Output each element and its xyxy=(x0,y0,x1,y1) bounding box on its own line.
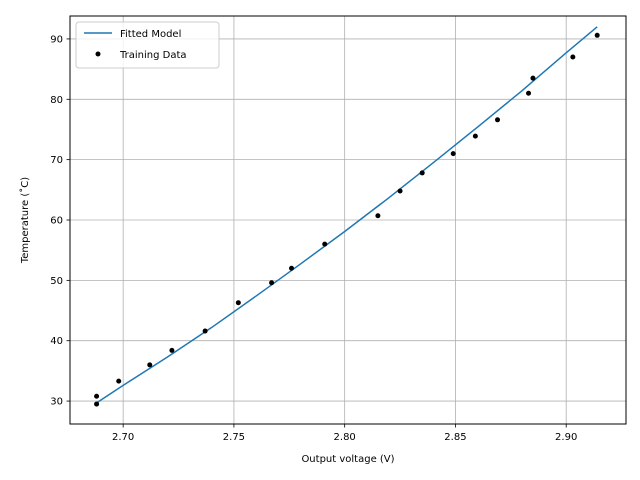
legend-label-fitted-model: Fitted Model xyxy=(120,29,181,40)
x-tick-label: 2.90 xyxy=(555,432,577,443)
training-data-point xyxy=(450,151,456,157)
training-data-point xyxy=(289,265,295,271)
y-tick-label: 90 xyxy=(50,34,63,45)
axis-ticks: 2.70 2.75 2.80 2.85 2.90 30 40 50 60 70 80 90 xyxy=(50,34,577,443)
gridlines xyxy=(70,16,626,424)
legend-marker-swatch xyxy=(95,51,101,57)
x-tick-label: 2.70 xyxy=(112,432,134,443)
training-data-point xyxy=(594,32,600,38)
y-tick-label: 80 xyxy=(50,95,63,106)
legend-label-training-data: Training Data xyxy=(119,50,187,61)
y-axis-label: Temperature (˚C) xyxy=(19,177,31,264)
training-data-point xyxy=(530,75,536,81)
training-data-point xyxy=(375,213,381,219)
series-layer xyxy=(94,26,600,407)
training-data-point xyxy=(269,280,275,286)
training-data-point xyxy=(94,401,100,407)
x-tick-label: 2.85 xyxy=(444,432,466,443)
legend: Fitted Model Training Data xyxy=(75,21,220,69)
training-data-point xyxy=(94,393,100,399)
x-tick-label: 2.75 xyxy=(223,432,245,443)
y-tick-label: 70 xyxy=(50,155,63,166)
y-tick-label: 50 xyxy=(50,276,63,287)
training-data-point xyxy=(397,188,403,194)
training-data-point xyxy=(147,362,153,368)
training-data-point xyxy=(322,241,328,247)
y-tick-label: 30 xyxy=(50,397,63,408)
training-data-point xyxy=(202,328,208,334)
y-tick-label: 40 xyxy=(50,336,63,347)
plot-frame xyxy=(69,15,627,425)
x-tick-label: 2.80 xyxy=(334,432,356,443)
training-data-point xyxy=(472,133,478,139)
training-data-point xyxy=(495,117,501,123)
fitted-model-line xyxy=(96,26,598,404)
x-axis-label: Output voltage (V) xyxy=(301,454,394,465)
training-data-point xyxy=(526,90,532,96)
y-tick-label: 60 xyxy=(50,216,63,227)
training-data-point xyxy=(419,170,425,176)
training-data-point xyxy=(169,347,175,353)
training-data-point xyxy=(116,378,122,384)
training-data-point xyxy=(570,54,576,60)
training-data-point xyxy=(235,300,241,306)
